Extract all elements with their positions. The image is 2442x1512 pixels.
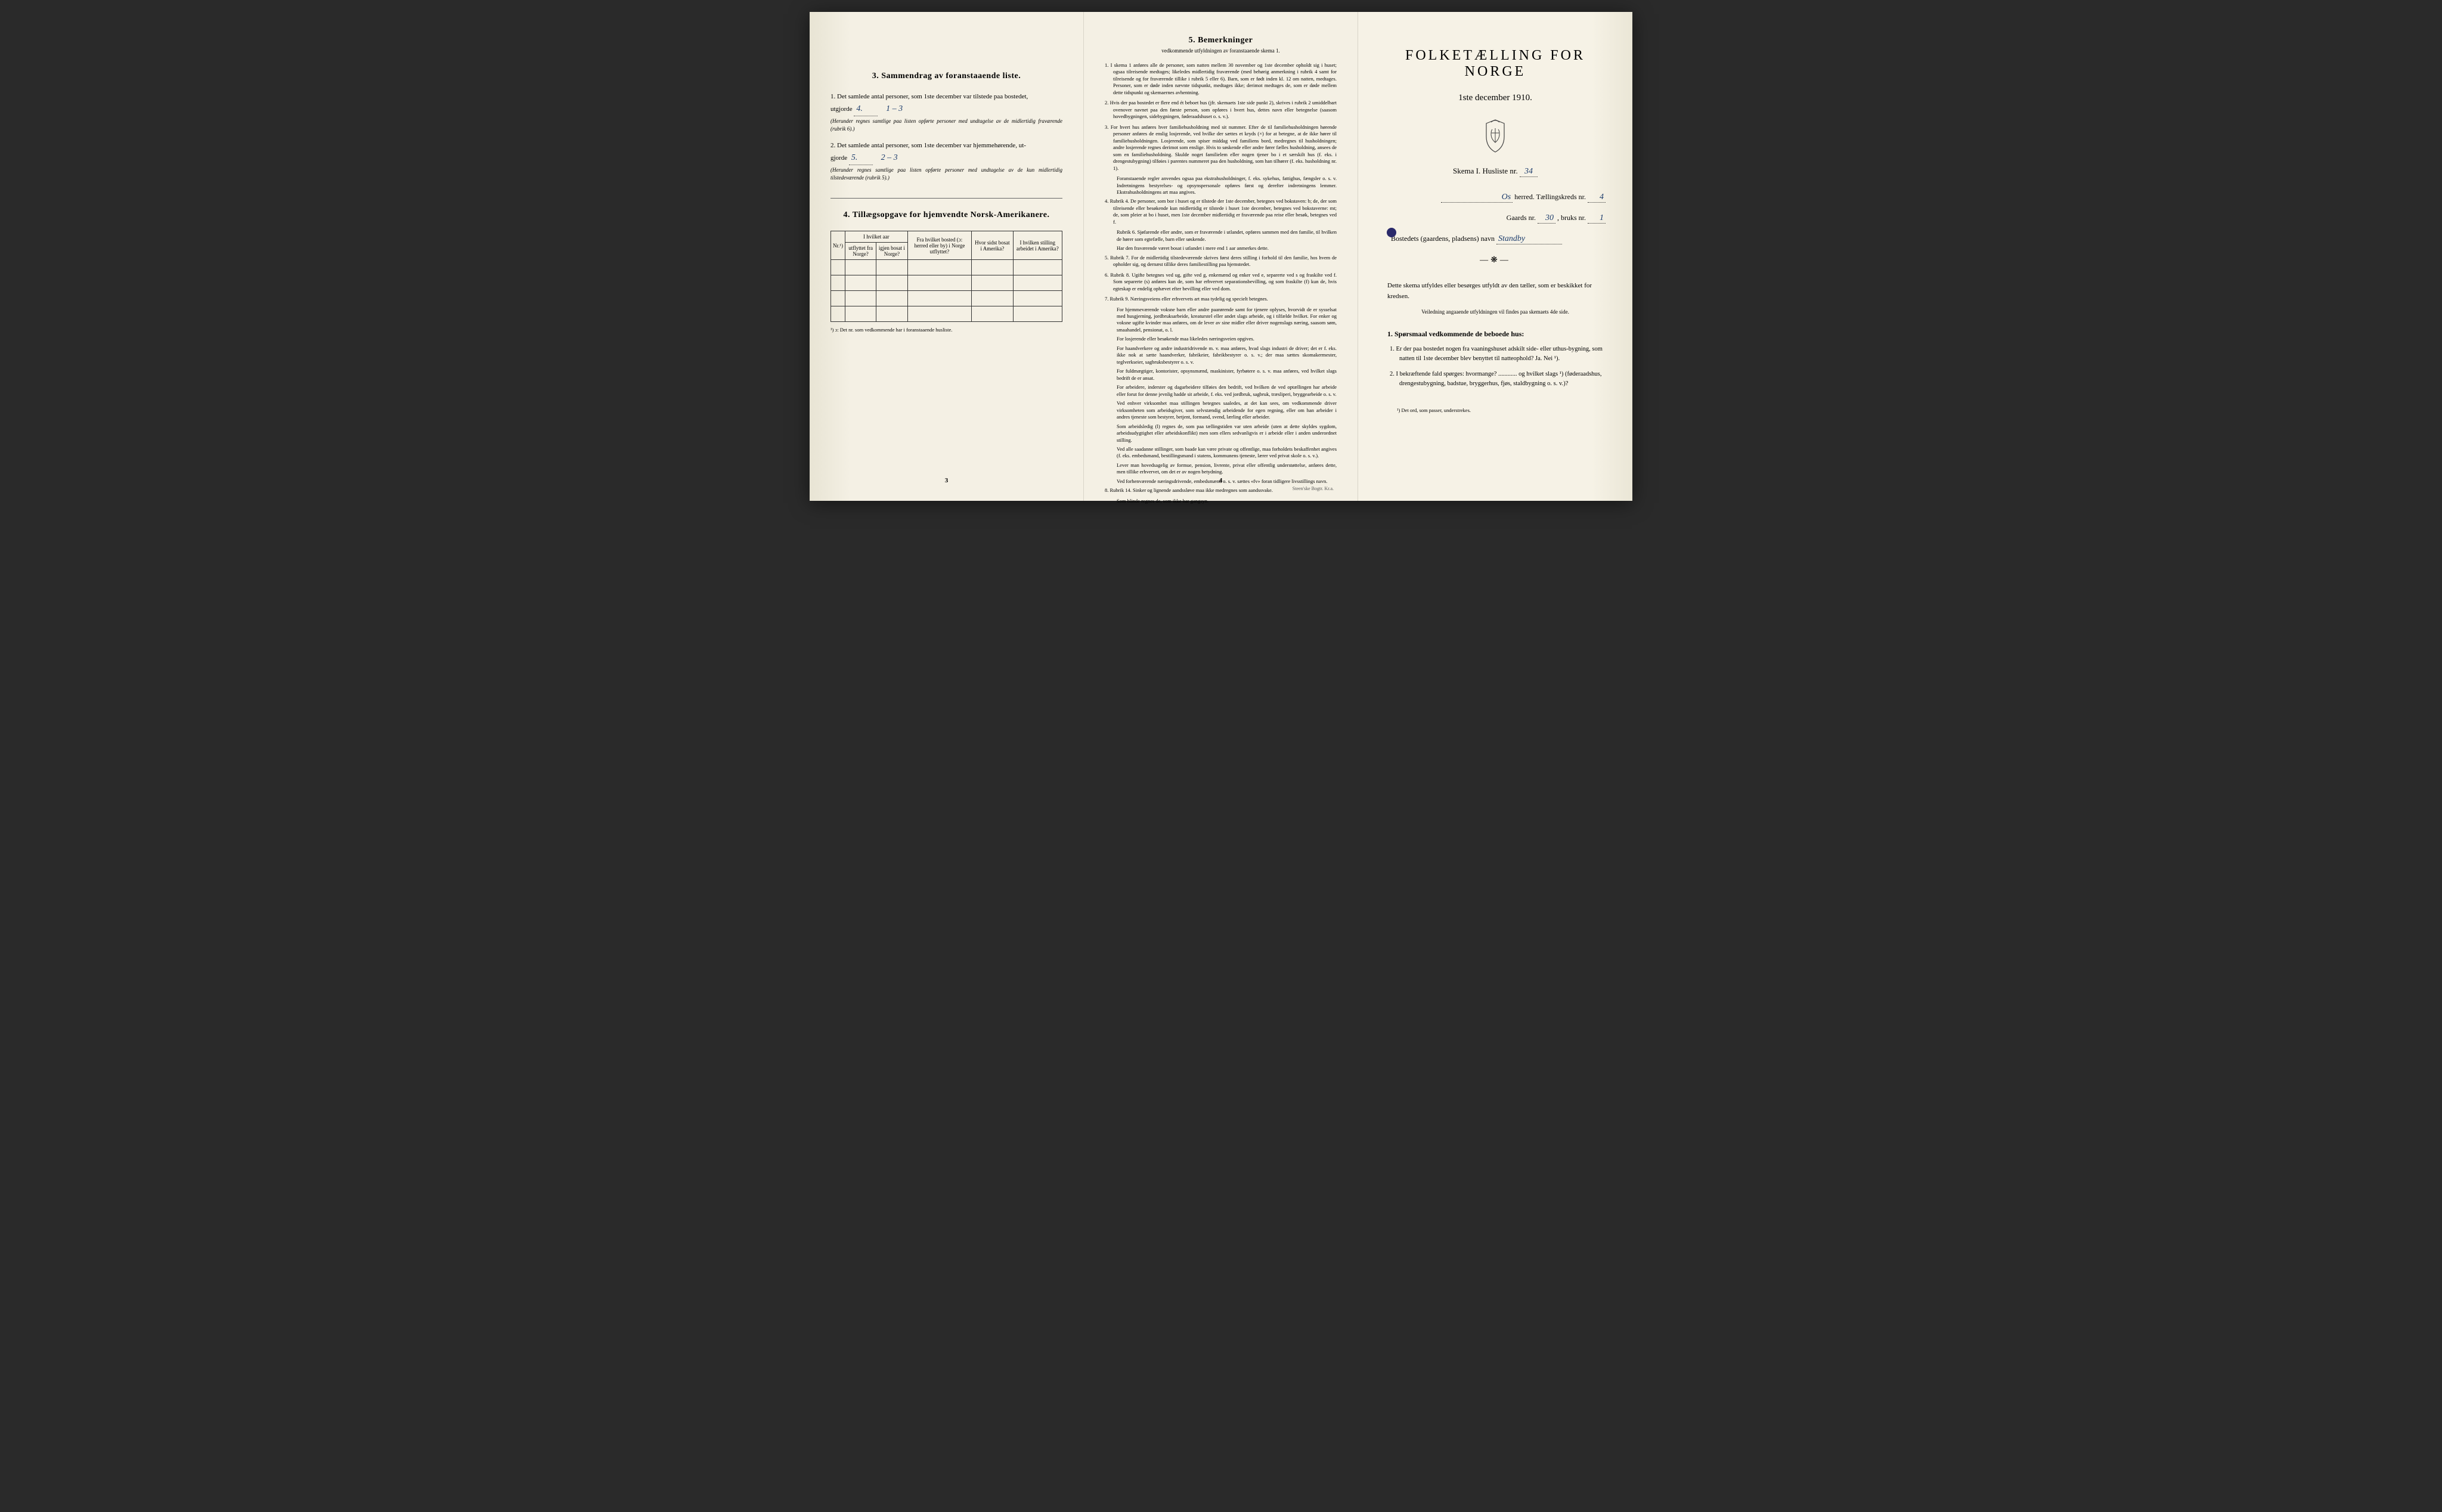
item2-label: gjorde [830, 154, 847, 162]
th-from: Fra hvilket bosted (ɔ: herred eller by) … [907, 231, 972, 260]
table-row [831, 291, 1062, 306]
question-1: 1. Er der paa bostedet nogen fra vaaning… [1379, 345, 1612, 364]
item2-extra: 2 – 3 [881, 153, 898, 162]
item2-note: (Herunder regnes samtlige paa listen opf… [830, 166, 1062, 181]
bosted-name: Standby [1496, 234, 1562, 244]
page-3: 3. Sammendrag av foranstaaende liste. 1.… [810, 12, 1084, 501]
skema-label: Skema I. Husliste nr. [1453, 166, 1518, 175]
bosted-line: Bostedets (gaardens, pladsens) navn Stan… [1379, 234, 1612, 244]
remark-7d: For fuldmægtiger, kontorister, opsynsmæn… [1105, 368, 1337, 382]
remark-5: 5. Rubrik 7. For de midlertidig tilstede… [1105, 255, 1337, 268]
supplement-table: Nr.¹) I hvilket aar Fra hvilket bosted (… [830, 231, 1062, 322]
summary-item-1: 1. Det samlede antal personer, som 1ste … [830, 92, 1062, 132]
instruction-main: Dette skema utfyldes eller besørges utfy… [1379, 281, 1612, 302]
remark-6: 6. Rubrik 8. Ugifte betegnes ved ug, gif… [1105, 272, 1337, 292]
bruks-label: , bruks nr. [1557, 213, 1586, 222]
kreds-nr: 4 [1588, 193, 1606, 203]
remark-7b: For losjerende eller besøkende maa likel… [1105, 336, 1337, 342]
right-footnote: ¹) Det ord, som passer, understrekes. [1379, 407, 1612, 413]
husliste-nr: 34 [1520, 167, 1538, 177]
remark-8b: Som blinde regnes de, som ikke har gangs… [1105, 498, 1337, 504]
instruction-sub: Veiledning angaaende utfyldningen vil fi… [1379, 308, 1612, 316]
remark-7h: Ved alle saadanne stillinger, som baade … [1105, 446, 1337, 460]
remark-3: 3. For hvert hus anføres hver familiehus… [1105, 124, 1337, 172]
remark-7e: For arbeidere, inderster og dagarbeidere… [1105, 384, 1337, 398]
th-occupation: I hvilken stilling arbeidet i Amerika? [1013, 231, 1062, 260]
section-3-title: 3. Sammendrag av foranstaaende liste. [830, 72, 1062, 81]
section-4-title: 4. Tillægsopgave for hjemvendte Norsk-Am… [830, 210, 1062, 220]
skema-line: Skema I. Husliste nr. 34 [1379, 166, 1612, 177]
th-returned: igjen bosat i Norge? [876, 243, 907, 260]
section-5-title: 5. Bemerkninger [1105, 36, 1337, 45]
page-number: 4 [1219, 477, 1223, 484]
summary-item-2: 2. Det samlede antal personer, som 1ste … [830, 141, 1062, 181]
question-2: 2. I bekræftende fald spørges: hvormange… [1379, 370, 1612, 389]
item1-text: 1. Det samlede antal personer, som 1ste … [830, 93, 1028, 100]
coat-of-arms-icon [1480, 119, 1510, 154]
remark-3b: Foranstaaende regler anvendes ogsaa paa … [1105, 175, 1337, 196]
remark-2: 2. Hvis der paa bostedet er flere end ét… [1105, 100, 1337, 120]
remark-7g: Som arbeidsledig (l) regnes de, som paa … [1105, 423, 1337, 444]
footnote-text: ¹) Det ord, som passer, understrekes. [1397, 407, 1471, 413]
bosted-label: Bostedets (gaardens, pladsens) navn [1391, 234, 1495, 243]
remark-7c: For haandverkere og andre industridriven… [1105, 345, 1337, 365]
gaards-label: Gaards nr. [1507, 213, 1536, 222]
remark-7i: Lever man hovedsagelig av formue, pensio… [1105, 462, 1337, 476]
ink-stamp-icon [1387, 228, 1396, 237]
section-5-subtitle: vedkommende utfyldningen av foranstaaend… [1105, 48, 1337, 54]
remark-4c: Har den fraværende været bosat i utlande… [1105, 245, 1337, 252]
bruks-nr: 1 [1588, 213, 1606, 224]
page-number: 3 [945, 477, 949, 484]
item2-value: 5. [849, 151, 873, 165]
remark-4: 4. Rubrik 4. De personer, som bor i huse… [1105, 198, 1337, 225]
table-row [831, 275, 1062, 291]
question-1-text: 1. Er der paa bostedet nogen fra vaaning… [1390, 346, 1603, 362]
remark-7a: For hjemmeværende voksne barn eller andr… [1105, 306, 1337, 334]
table-row [831, 260, 1062, 275]
herred-name: Os [1441, 193, 1513, 203]
table-row [831, 306, 1062, 322]
ornament-icon: ―❋― [1379, 255, 1612, 265]
th-nr: Nr.¹) [831, 231, 845, 260]
main-title: FOLKETÆLLING FOR NORGE [1379, 48, 1612, 80]
gaards-nr: 30 [1538, 213, 1555, 224]
remark-4b: Rubrik 6. Sjøfarende eller andre, som er… [1105, 229, 1337, 243]
table-footnote: ¹) ɔ: Det nr. som vedkommende har i fora… [830, 327, 1062, 333]
questions-heading: 1. Spørsmaal vedkommende de beboede hus: [1379, 330, 1612, 339]
item1-extra: 1 – 3 [886, 104, 903, 113]
item1-note: (Herunder regnes samtlige paa listen opf… [830, 117, 1062, 132]
remark-7: 7. Rubrik 9. Næringsveiens eller erhverv… [1105, 296, 1337, 302]
th-year: I hvilket aar [845, 231, 907, 243]
remark-1: 1. I skema 1 anføres alle de personer, s… [1105, 62, 1337, 96]
section-divider [830, 198, 1062, 199]
herred-line: Os herred. Tællingskreds nr. 4 [1379, 193, 1612, 203]
item1-value: 4. [854, 103, 878, 116]
page-1-cover: FOLKETÆLLING FOR NORGE 1ste december 191… [1358, 12, 1632, 501]
th-where: Hvor sidst bosat i Amerika? [972, 231, 1013, 260]
document-spread: 3. Sammendrag av foranstaaende liste. 1.… [810, 12, 1632, 501]
census-date: 1ste december 1910. [1379, 93, 1612, 103]
item2-text: 2. Det samlede antal personer, som 1ste … [830, 142, 1026, 149]
remark-7f: Ved enhver virksomhet maa stillingen bet… [1105, 400, 1337, 420]
item1-label: utgjorde [830, 106, 853, 113]
printer-imprint: Steen'ske Bogtr. Kr.a. [1293, 486, 1334, 491]
remarks-list: 1. I skema 1 anføres alle de personer, s… [1105, 62, 1337, 504]
herred-label: herred. Tællingskreds nr. [1514, 193, 1586, 201]
gaards-line: Gaards nr. 30 , bruks nr. 1 [1379, 213, 1612, 224]
page-4: 5. Bemerkninger vedkommende utfyldningen… [1084, 12, 1358, 501]
th-emigrated: utflyttet fra Norge? [845, 243, 876, 260]
